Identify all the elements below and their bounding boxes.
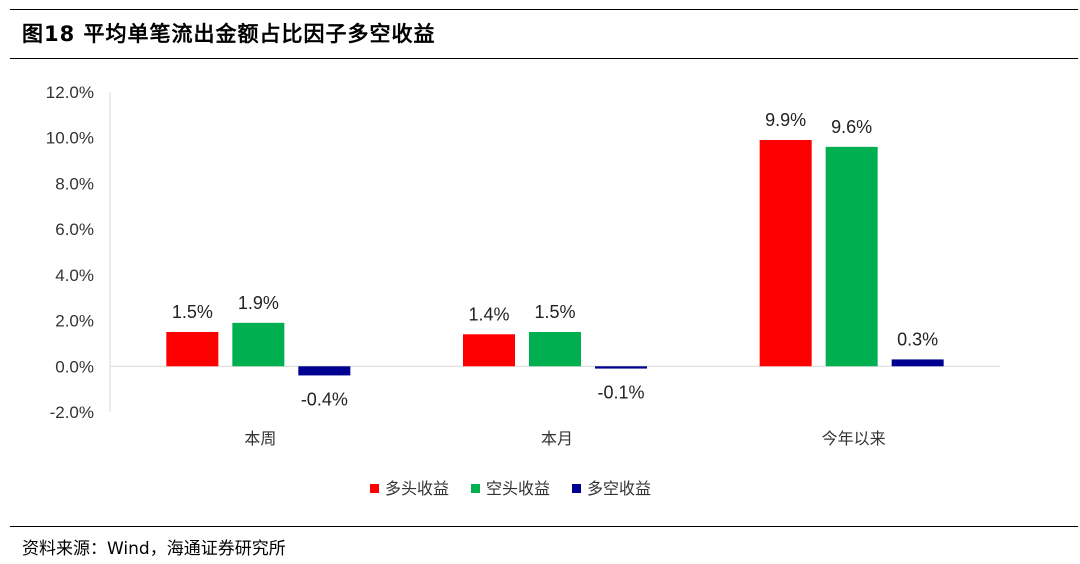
y-axis: -2.0% 0.0% 2.0% 4.0% 6.0% 8.0% 10.0% 12.0%: [46, 83, 111, 422]
x-category-label: 今年以来: [822, 429, 886, 448]
legend: 多头收益 空头收益 多空收益: [370, 479, 651, 498]
bar-1-1: [166, 332, 219, 367]
bar-3-2: [595, 366, 647, 369]
bar-3-1: [298, 366, 351, 376]
y-tick-label: 2.0%: [55, 312, 94, 331]
bars: [166, 140, 944, 376]
data-label: 1.5%: [534, 302, 575, 322]
data-label: 9.6%: [831, 117, 872, 137]
legend-label: 多空收益: [587, 479, 651, 498]
y-tick-label: 10.0%: [46, 129, 94, 148]
source-rule: [10, 526, 1078, 527]
data-labels: 1.5% 1.9% -0.4% 1.4% 1.5% -0.1% 9.9% 9.6% 0.3%: [172, 110, 938, 409]
y-tick-label: -2.0%: [50, 403, 94, 422]
legend-label: 空头收益: [486, 479, 550, 498]
x-axis: 本周 本月 今年以来: [110, 365, 1000, 448]
y-tick-label: 4.0%: [55, 266, 94, 285]
data-label: 0.3%: [897, 329, 938, 349]
bar-3-3: [891, 359, 944, 367]
data-label: 9.9%: [765, 110, 806, 130]
x-category-label: 本月: [541, 429, 573, 448]
bar-1-3: [759, 140, 812, 367]
data-label: 1.4%: [468, 304, 509, 324]
y-tick-label: 8.0%: [55, 174, 94, 193]
bar-2-2: [529, 332, 581, 367]
legend-swatch: [370, 484, 379, 493]
x-category-label: 本周: [244, 429, 276, 448]
data-label: 1.5%: [172, 302, 213, 322]
figure-title: 图18 平均单笔流出金额占比因子多空收益: [22, 22, 436, 46]
title-underline: [10, 58, 1078, 59]
top-rule: [10, 9, 1078, 10]
y-tick-label: 6.0%: [55, 220, 94, 239]
bar-2-3: [825, 146, 878, 367]
y-tick-label: 12.0%: [46, 83, 94, 102]
legend-swatch: [572, 484, 581, 493]
legend-swatch: [471, 484, 480, 493]
data-label: 1.9%: [238, 293, 279, 313]
data-label: -0.4%: [301, 389, 348, 409]
bar-1-2: [463, 334, 515, 367]
source-note: 资料来源：Wind，海通证券研究所: [22, 539, 286, 559]
y-tick-label: 0.0%: [55, 357, 94, 376]
data-label: -0.1%: [597, 383, 644, 403]
bar-2-1: [232, 322, 285, 367]
legend-label: 多头收益: [385, 479, 449, 498]
